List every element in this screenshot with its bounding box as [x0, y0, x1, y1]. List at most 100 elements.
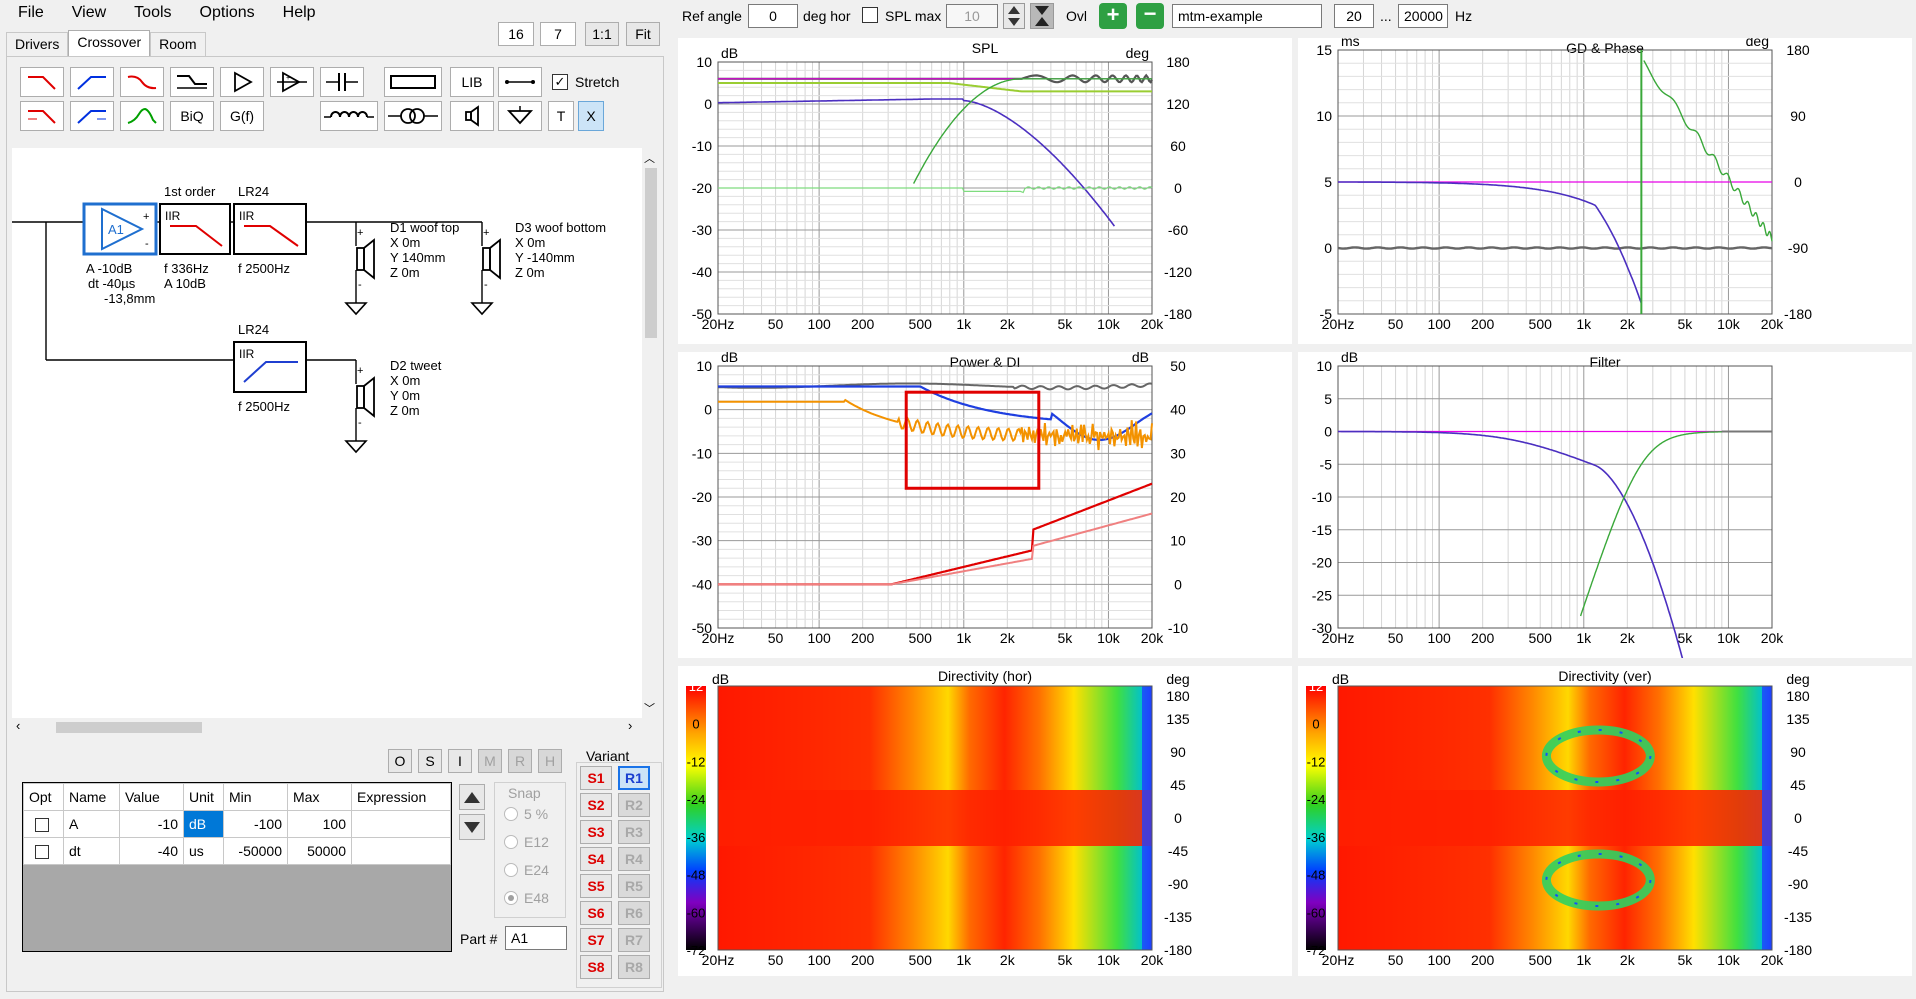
- scroll-up-icon[interactable]: ︿: [644, 150, 655, 166]
- zoom-1-1-button[interactable]: 1:1: [585, 22, 619, 46]
- transfer-function-button[interactable]: G(f): [220, 101, 264, 131]
- highpass-2-tool[interactable]: [70, 101, 114, 131]
- lowpass-2-tool[interactable]: [20, 101, 64, 131]
- cell-value[interactable]: -10: [120, 811, 184, 838]
- gd-chart[interactable]: 20Hz 50 100 200 500 1k 2k 5k 10k 20k151050-518090…: [1298, 38, 1912, 344]
- variant-r4[interactable]: R4: [618, 847, 650, 871]
- opt-checkbox-cell[interactable]: [24, 811, 64, 838]
- speaker-tool[interactable]: [450, 101, 494, 131]
- driver-d3[interactable]: + -: [472, 227, 500, 314]
- menu-options[interactable]: Options: [186, 4, 269, 22]
- opt-s-button[interactable]: S: [418, 749, 442, 773]
- cell-name[interactable]: dt: [64, 838, 120, 865]
- variant-s5[interactable]: S5: [580, 874, 612, 898]
- variant-r6[interactable]: R6: [618, 901, 650, 925]
- move-down-button[interactable]: [459, 814, 485, 840]
- biquad-button[interactable]: BiQ: [170, 101, 214, 131]
- spl-max-checkbox[interactable]: [862, 7, 878, 23]
- highpass-blue-tool[interactable]: [70, 67, 114, 97]
- cell-expression[interactable]: [352, 811, 451, 838]
- scroll-down-icon[interactable]: ﹀: [644, 700, 655, 716]
- directivity-hor-chart[interactable]: 12 0 -12 -24 -36 -48 -60 -72 dB deg180 135 90 45 0 -45…: [678, 666, 1292, 976]
- cell-unit[interactable]: us: [184, 838, 224, 865]
- tab-room[interactable]: Room: [150, 32, 205, 56]
- opt-h-button[interactable]: H: [538, 749, 562, 773]
- fit-vertical-button[interactable]: [1030, 3, 1054, 29]
- project-name-input[interactable]: mtm-example: [1172, 4, 1322, 28]
- power-chart[interactable]: 20Hz 50 100 200 500 1k 2k 5k 10k 20k100-10-20-30-…: [678, 352, 1292, 658]
- variant-s1[interactable]: S1: [580, 766, 612, 790]
- overlay-remove-button[interactable]: −: [1136, 3, 1164, 29]
- cell-max[interactable]: 50000: [288, 838, 352, 865]
- cell-min[interactable]: -100: [224, 811, 288, 838]
- variant-r7[interactable]: R7: [618, 928, 650, 952]
- delete-tool[interactable]: X: [578, 101, 604, 131]
- tab-drivers[interactable]: Drivers: [6, 32, 68, 56]
- driver-d2[interactable]: + -: [346, 365, 374, 452]
- stretch-checkbox[interactable]: ✓: [552, 74, 568, 90]
- buffer-tool[interactable]: +: [270, 67, 314, 97]
- freq-min-input[interactable]: 20: [1334, 4, 1374, 28]
- cell-min[interactable]: -50000: [224, 838, 288, 865]
- variant-s2[interactable]: S2: [580, 793, 612, 817]
- variant-r8[interactable]: R8: [618, 955, 650, 979]
- move-up-button[interactable]: [459, 784, 485, 810]
- grid-step-field[interactable]: 7: [540, 22, 576, 46]
- capacitor-tool[interactable]: [320, 67, 364, 97]
- text-tool[interactable]: T: [548, 101, 574, 131]
- ground-tool[interactable]: [498, 101, 542, 131]
- ref-angle-input[interactable]: 0: [748, 4, 798, 28]
- grid-size-field[interactable]: 16: [498, 22, 534, 46]
- tab-crossover[interactable]: Crossover: [68, 30, 150, 56]
- cell-unit[interactable]: dB: [184, 811, 224, 838]
- zoom-fit-button[interactable]: Fit: [626, 22, 660, 46]
- variant-r5[interactable]: R5: [618, 874, 650, 898]
- amplifier-tool[interactable]: [220, 67, 264, 97]
- part-number-input[interactable]: A1: [505, 926, 567, 950]
- resistor-tool[interactable]: [384, 67, 442, 97]
- scroll-left-icon[interactable]: ‹: [16, 718, 20, 733]
- cell-expression[interactable]: [352, 838, 451, 865]
- snap-option[interactable]: E24: [504, 862, 549, 878]
- freq-max-input[interactable]: 20000: [1398, 4, 1448, 28]
- scroll-right-icon[interactable]: ›: [628, 718, 632, 733]
- menu-tools[interactable]: Tools: [120, 4, 185, 22]
- opt-o-button[interactable]: O: [388, 749, 412, 773]
- filter-chart[interactable]: 20Hz 50 100 200 500 1k 2k 5k 10k 20k1050-5-10-15-…: [1298, 352, 1912, 658]
- snap-option[interactable]: E12: [504, 834, 549, 850]
- spin-down-icon[interactable]: [1008, 18, 1020, 26]
- directivity-ver-chart[interactable]: 12 0 -12 -24 -36 -48 -60 -72 dB deg180 135 90 45 0 -45…: [1298, 666, 1912, 976]
- overlay-add-button[interactable]: +: [1099, 3, 1127, 29]
- cell-value[interactable]: -40: [120, 838, 184, 865]
- menu-view[interactable]: View: [58, 4, 120, 22]
- notch-tool[interactable]: [170, 67, 214, 97]
- snap-option[interactable]: 5 %: [504, 806, 548, 822]
- table-row[interactable]: dt -40 us -50000 50000: [24, 838, 451, 865]
- variant-r3[interactable]: R3: [618, 820, 650, 844]
- canvas-horizontal-scrollbar[interactable]: ‹ ›: [12, 718, 642, 736]
- library-button[interactable]: LIB: [450, 67, 494, 97]
- opt-checkbox-cell[interactable]: [24, 838, 64, 865]
- variant-s8[interactable]: S8: [580, 955, 612, 979]
- cell-max[interactable]: 100: [288, 811, 352, 838]
- wire-tool[interactable]: [498, 67, 542, 97]
- variant-s3[interactable]: S3: [580, 820, 612, 844]
- inductor-tool[interactable]: [320, 101, 378, 131]
- opt-m-button[interactable]: M: [478, 749, 502, 773]
- opt-r-button[interactable]: R: [508, 749, 532, 773]
- cell-name[interactable]: A: [64, 811, 120, 838]
- variant-s4[interactable]: S4: [580, 847, 612, 871]
- lowpass-red-tool[interactable]: [20, 67, 64, 97]
- opt-i-button[interactable]: I: [448, 749, 472, 773]
- scroll-thumb[interactable]: [645, 168, 657, 338]
- schematic-canvas[interactable]: A1 + - A -10dB dt -40µs -13,8mm 1st orde…: [12, 148, 642, 718]
- snap-option-selected[interactable]: E48: [504, 890, 549, 906]
- bandpass-green-tool[interactable]: [120, 101, 164, 131]
- variant-r1-active[interactable]: R1: [618, 766, 650, 790]
- menu-help[interactable]: Help: [269, 4, 330, 22]
- spl-max-spinner[interactable]: [1003, 3, 1025, 29]
- canvas-vertical-scrollbar[interactable]: ︿ ﹀: [642, 148, 660, 718]
- shelf-red-tool[interactable]: [120, 67, 164, 97]
- menu-file[interactable]: File: [0, 4, 58, 22]
- hscroll-thumb[interactable]: [56, 722, 202, 733]
